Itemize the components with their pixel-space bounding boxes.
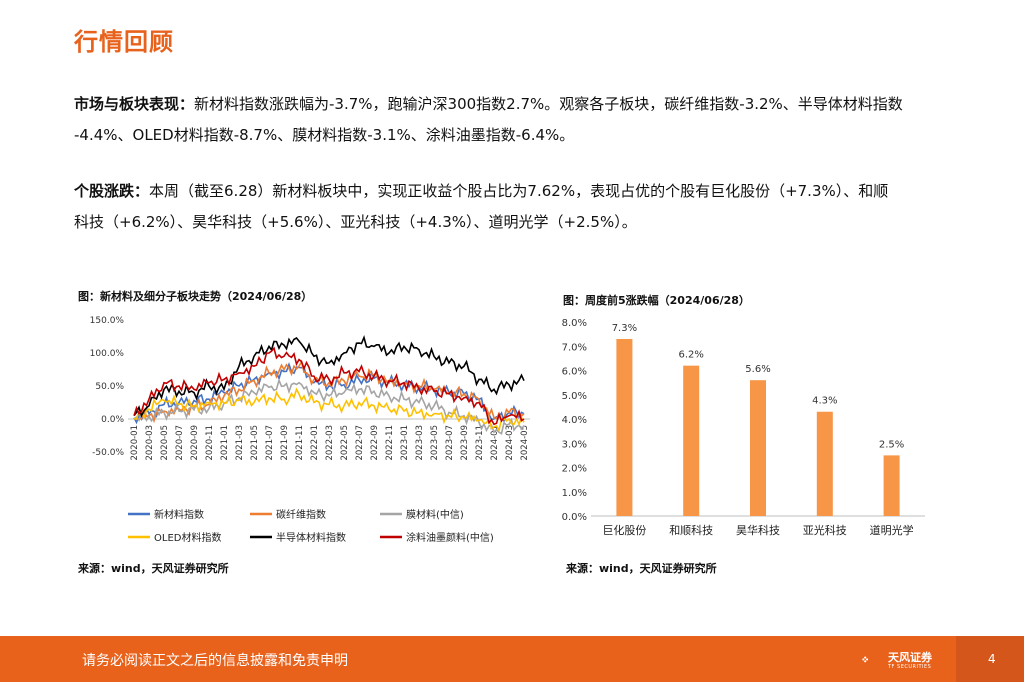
series-line-3 xyxy=(133,387,525,433)
legend-label: 新材料指数 xyxy=(154,508,204,521)
bar xyxy=(883,455,900,516)
x-tick-label: 2021-07 xyxy=(265,425,275,461)
category-label: 和顺科技 xyxy=(669,523,713,537)
page-number: 4 xyxy=(988,652,996,666)
bar xyxy=(816,411,833,516)
x-tick-label: 2022-05 xyxy=(340,425,350,461)
bar-value-label: 7.3% xyxy=(612,323,637,334)
right-chart-source: 来源：wind，天风证券研究所 xyxy=(566,562,717,575)
y-tick-label: 5.0% xyxy=(562,391,587,402)
x-tick-label: 2022-11 xyxy=(385,425,395,461)
x-tick-label: 2022-09 xyxy=(370,425,380,461)
y-tick-label: 6.0% xyxy=(562,367,587,378)
x-tick-label: 2023-03 xyxy=(415,425,425,461)
y-tick-label: 2.0% xyxy=(562,464,587,475)
series-line-4 xyxy=(133,335,525,418)
x-tick-label: 2020-05 xyxy=(160,425,170,461)
market-performance-text-line2: -4.4%、OLED材料指数-8.7%、膜材料指数-3.1%、涂料油墨指数-6.… xyxy=(74,126,575,144)
x-tick-label: 2023-01 xyxy=(400,425,410,461)
series-line-5 xyxy=(133,346,525,426)
y-tick-label: 3.0% xyxy=(562,439,587,450)
bar xyxy=(683,365,700,516)
category-label: 道明光学 xyxy=(870,523,914,537)
legend-label: 碳纤维指数 xyxy=(276,508,326,521)
bar-value-label: 6.2% xyxy=(678,350,703,361)
stock-movement-paragraph: 个股涨跌：本周（截至6.28）新材料板块中，实现正收益个股占比为7.62%，表现… xyxy=(74,176,954,238)
y-tick-label: 7.0% xyxy=(562,342,587,353)
y-tick-label: 8.0% xyxy=(562,318,587,329)
tf-securities-logo-icon xyxy=(862,656,869,663)
x-tick-label: 2020-01 xyxy=(130,425,140,461)
x-tick-label: 2022-07 xyxy=(355,425,365,461)
y-tick-label: 0.0% xyxy=(101,415,124,425)
line-chart: -50.0% 0.0% 50.0% 100.0% 150.0% 2020-01 2020-0… xyxy=(90,316,530,544)
footer-disclaimer: 请务必阅读正文之后的信息披露和免责申明 xyxy=(82,653,348,669)
x-tick-label: 2024-01 xyxy=(490,425,500,461)
left-chart-source: 来源：wind，天风证券研究所 xyxy=(78,562,229,575)
y-tick-label: 150.0% xyxy=(90,316,125,326)
market-performance-label: 市场与板块表现： xyxy=(74,95,195,113)
bar-value-label: 2.5% xyxy=(879,439,904,450)
bar-value-label: 5.6% xyxy=(745,364,770,375)
x-tick-label: 2024-05 xyxy=(520,425,530,461)
y-tick-label: 1.0% xyxy=(562,488,587,499)
bar-chart: 0.0% 1.0% 2.0% 3.0% 4.0% 5.0% 6.0% 7.0% 8.0% 7.3%… xyxy=(562,318,925,537)
x-tick-label: 2022-03 xyxy=(325,425,335,461)
legend-label: OLED材料指数 xyxy=(154,531,221,544)
series-line-0 xyxy=(133,362,525,425)
legend-label: 半导体材料指数 xyxy=(276,531,346,544)
x-tick-label: 2023-11 xyxy=(475,425,485,461)
legend-label: 膜材料(中信) xyxy=(406,508,464,521)
logo-name: 天风证券 xyxy=(888,651,932,664)
x-tick-label: 2021-03 xyxy=(235,425,245,461)
stock-movement-text: 本周（截至6.28）新材料板块中，实现正收益个股占比为7.62%，表现占优的个股… xyxy=(149,182,889,200)
logo-sub: TF SECURITIES xyxy=(888,664,932,670)
x-tick-label: 2024-03 xyxy=(505,425,515,461)
bar xyxy=(616,338,633,516)
x-tick-label: 2020-07 xyxy=(175,425,185,461)
x-tick-label: 2023-05 xyxy=(430,425,440,461)
x-tick-label: 2021-01 xyxy=(220,425,230,461)
category-label: 昊华科技 xyxy=(736,523,780,537)
legend-label: 涂料油墨颜料(中信) xyxy=(406,531,494,544)
stock-movement-text-line2: 科技（+6.2%）、昊华科技（+5.6%）、亚光科技（+4.3%）、道明光学（+… xyxy=(74,213,637,231)
bar xyxy=(750,380,766,516)
footer-bar xyxy=(0,636,1024,682)
category-label: 亚光科技 xyxy=(803,523,847,537)
x-tick-label: 2020-11 xyxy=(205,425,215,461)
right-chart-caption: 图：周度前5涨跌幅（2024/06/28） xyxy=(563,294,750,307)
left-chart-caption: 图：新材料及细分子板块走势（2024/06/28） xyxy=(78,290,313,303)
y-tick-label: 4.0% xyxy=(562,415,587,426)
stock-movement-label: 个股涨跌： xyxy=(74,182,150,200)
x-tick-label: 2021-05 xyxy=(250,425,260,461)
page-title: 行情回顾 xyxy=(74,28,174,56)
x-tick-label: 2021-11 xyxy=(295,425,305,461)
y-tick-label: 0.0% xyxy=(562,512,587,523)
x-tick-label: 2022-01 xyxy=(310,425,320,461)
category-label: 巨化股份 xyxy=(602,523,646,537)
footer-corner xyxy=(956,636,1024,682)
market-performance-paragraph: 市场与板块表现：新材料指数涨跌幅为-3.7%，跑输沪深300指数2.7%。观察各… xyxy=(74,89,954,151)
y-tick-label: 100.0% xyxy=(90,349,125,359)
x-tick-label: 2023-07 xyxy=(445,425,455,461)
x-tick-label: 2020-03 xyxy=(145,425,155,461)
x-tick-label: 2023-09 xyxy=(460,425,470,461)
market-performance-text: 新材料指数涨跌幅为-3.7%，跑输沪深300指数2.7%。观察各子板块，碳纤维指… xyxy=(194,95,903,113)
y-tick-label: 50.0% xyxy=(95,382,124,392)
bar-value-label: 4.3% xyxy=(812,396,837,407)
x-tick-label: 2021-09 xyxy=(280,425,290,461)
series-line-1 xyxy=(133,359,525,424)
x-tick-label: 2020-09 xyxy=(190,425,200,461)
y-tick-label: -50.0% xyxy=(92,448,124,458)
